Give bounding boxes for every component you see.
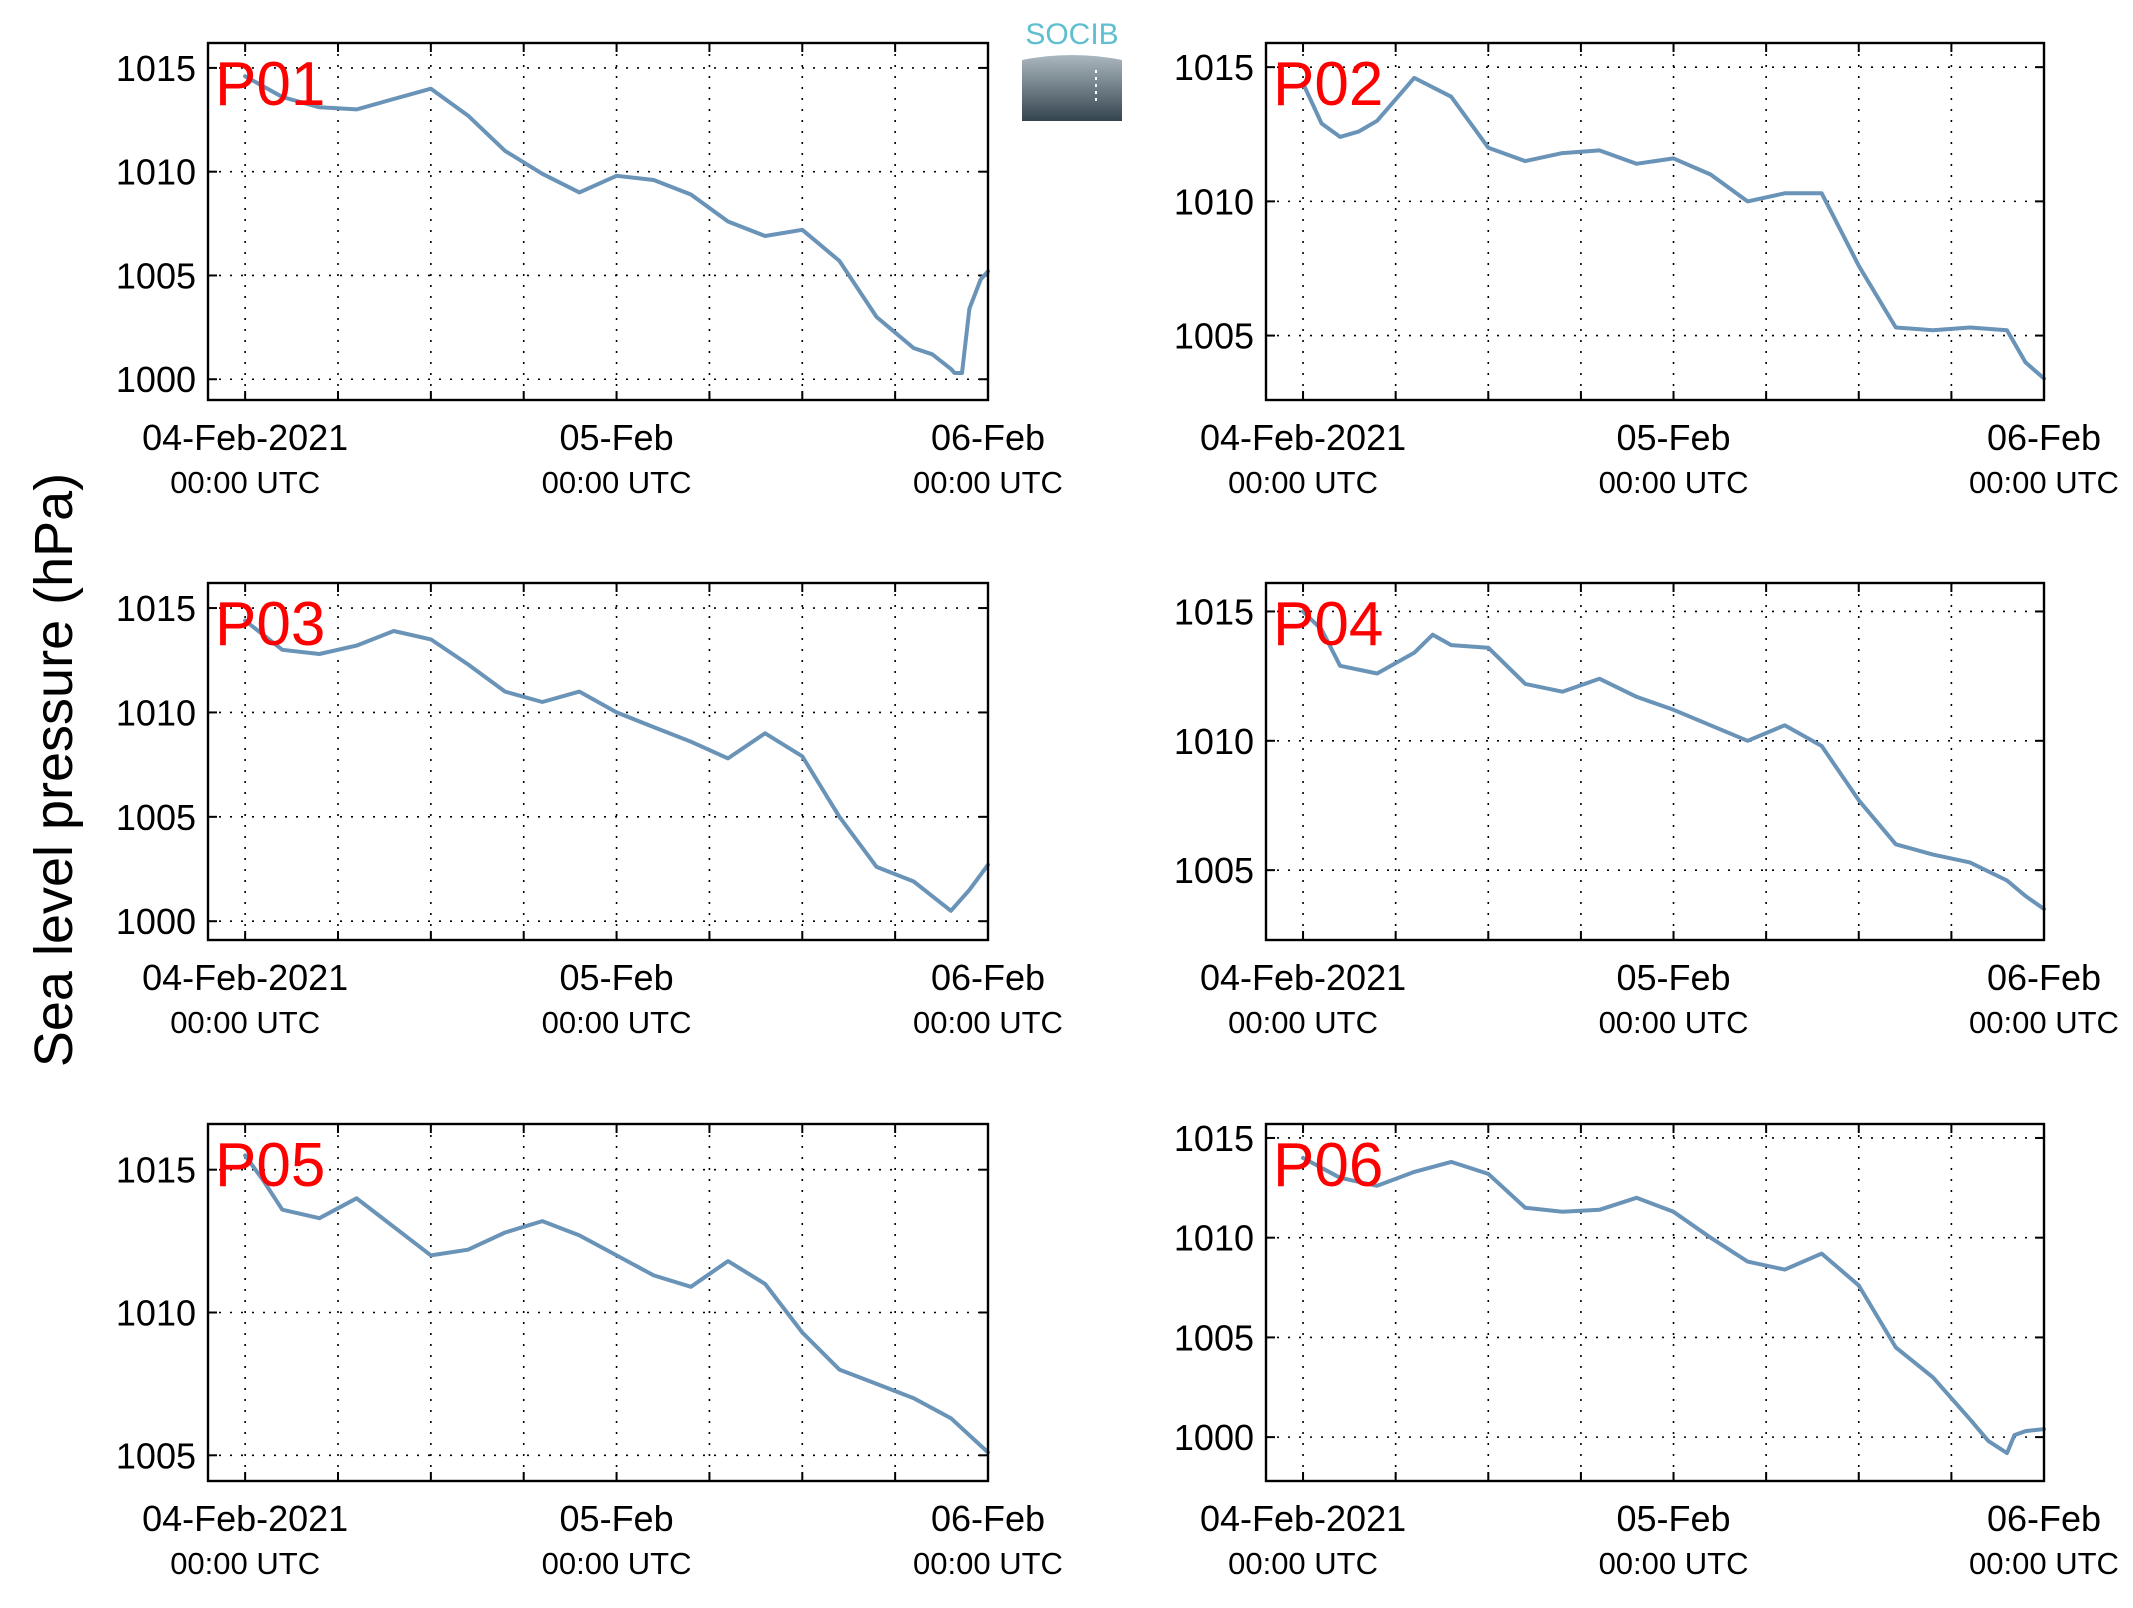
panel-p01: 1000 1005 1010 1015 P01 04-Feb-2021 00:00 UTC 0… [116, 41, 1063, 500]
y-tick-label: 1015 [116, 48, 196, 89]
x-tick-label-time: 00:00 UTC [913, 1005, 1063, 1040]
panel-label: P03 [215, 590, 325, 659]
panel-p02: 1005 1010 1015 P02 04-Feb-2021 00:00 UTC 05-Fe… [1174, 41, 2119, 500]
x-tick-label-date: 05-Feb [560, 1498, 674, 1539]
panel-label: P02 [1273, 50, 1383, 119]
y-tick-label: 1005 [116, 1435, 196, 1476]
x-tick-label-date: 05-Feb [560, 957, 674, 998]
panel-label: P01 [215, 50, 325, 119]
panel-p06: 1000 1005 1010 1015 P06 04-Feb-2021 00:00 UTC 0… [1174, 1118, 2119, 1581]
y-tick-label: 1010 [116, 692, 196, 733]
x-tick-label-time: 00:00 UTC [1599, 1546, 1749, 1581]
axes-frame [1264, 1122, 2046, 1483]
x-tick-label-date: 06-Feb [1987, 417, 2101, 458]
pressure-series-line [1301, 75, 2046, 381]
y-tick-label: 1000 [116, 901, 196, 942]
x-tick-label-date: 04-Feb-2021 [1200, 957, 1406, 998]
axes-frame [1264, 581, 2046, 942]
x-tick-label-date: 05-Feb [1616, 1498, 1730, 1539]
x-tick-label-time: 00:00 UTC [913, 465, 1063, 500]
x-tick-label-time: 00:00 UTC [1969, 1546, 2119, 1581]
y-tick-label: 1010 [1174, 181, 1254, 222]
pressure-series-line [243, 618, 990, 913]
x-tick-label-time: 00:00 UTC [542, 465, 692, 500]
y-tick-label: 1000 [1174, 1417, 1254, 1458]
axes-frame [1264, 41, 2046, 402]
y-tick-label: 1010 [1174, 1218, 1254, 1259]
y-tick-label: 1010 [1174, 721, 1254, 762]
x-tick-label-time: 00:00 UTC [170, 465, 320, 500]
y-axis-label: Sea level pressure (hPa) [24, 473, 84, 1067]
x-tick-label-time: 00:00 UTC [1969, 465, 2119, 500]
panel-p03: 1000 1005 1010 1015 P03 04-Feb-2021 00:00 UTC 0… [116, 581, 1063, 1040]
axes-frame [206, 41, 990, 402]
panel-label: P06 [1273, 1131, 1383, 1200]
y-tick-label: 1015 [116, 588, 196, 629]
pressure-series-line [243, 1153, 990, 1455]
x-tick-label-time: 00:00 UTC [170, 1546, 320, 1581]
x-tick-label-time: 00:00 UTC [1599, 465, 1749, 500]
x-tick-label-date: 06-Feb [931, 1498, 1045, 1539]
x-tick-label-date: 04-Feb-2021 [142, 957, 348, 998]
x-tick-label-time: 00:00 UTC [1228, 465, 1378, 500]
y-tick-label: 1015 [1174, 591, 1254, 632]
pressure-series-line [243, 74, 990, 375]
x-tick-label-time: 00:00 UTC [1228, 1546, 1378, 1581]
axes-frame [206, 1122, 990, 1483]
logo-text: SOCIB [1025, 18, 1118, 51]
x-tick-label-time: 00:00 UTC [913, 1546, 1063, 1581]
y-tick-label: 1015 [1174, 1118, 1254, 1159]
y-tick-label: 1010 [116, 1292, 196, 1333]
x-tick-label-date: 05-Feb [1616, 417, 1730, 458]
y-tick-label: 1000 [116, 359, 196, 400]
y-tick-label: 1005 [1174, 850, 1254, 891]
y-tick-label: 1010 [116, 152, 196, 193]
panel-p05: 1005 1010 1015 P05 04-Feb-2021 00:00 UTC 05-Fe… [116, 1122, 1063, 1581]
x-tick-label-time: 00:00 UTC [1228, 1005, 1378, 1040]
panel-label: P04 [1273, 590, 1383, 659]
logo-wave [1022, 48, 1122, 60]
x-tick-label-time: 00:00 UTC [170, 1005, 320, 1040]
x-tick-label-time: 00:00 UTC [1599, 1005, 1749, 1040]
axes-frame [206, 581, 990, 942]
y-tick-label: 1005 [116, 797, 196, 838]
x-tick-label-time: 00:00 UTC [542, 1005, 692, 1040]
y-tick-label: 1015 [1174, 47, 1254, 88]
x-tick-label-time: 00:00 UTC [1969, 1005, 2119, 1040]
x-tick-label-date: 06-Feb [1987, 1498, 2101, 1539]
pressure-series-line [1301, 1155, 2046, 1456]
y-tick-label: 1005 [1174, 316, 1254, 357]
panel-p04: 1005 1010 1015 P04 04-Feb-2021 00:00 UTC 05-Fe… [1174, 581, 2119, 1040]
x-tick-label-time: 00:00 UTC [542, 1546, 692, 1581]
socib-logo: SOCIB [1022, 18, 1122, 121]
panel-label: P05 [215, 1131, 325, 1200]
y-tick-label: 1005 [1174, 1317, 1254, 1358]
x-tick-label-date: 05-Feb [1616, 957, 1730, 998]
x-tick-label-date: 05-Feb [560, 417, 674, 458]
y-tick-label: 1005 [116, 255, 196, 296]
x-tick-label-date: 04-Feb-2021 [142, 417, 348, 458]
x-tick-label-date: 04-Feb-2021 [1200, 1498, 1406, 1539]
y-tick-label: 1015 [116, 1150, 196, 1191]
x-tick-label-date: 06-Feb [1987, 957, 2101, 998]
logo-background [1022, 48, 1122, 121]
x-tick-label-date: 04-Feb-2021 [142, 1498, 348, 1539]
x-tick-label-date: 06-Feb [931, 417, 1045, 458]
pressure-series-line [1301, 609, 2046, 911]
x-tick-label-date: 06-Feb [931, 957, 1045, 998]
x-tick-label-date: 04-Feb-2021 [1200, 417, 1406, 458]
